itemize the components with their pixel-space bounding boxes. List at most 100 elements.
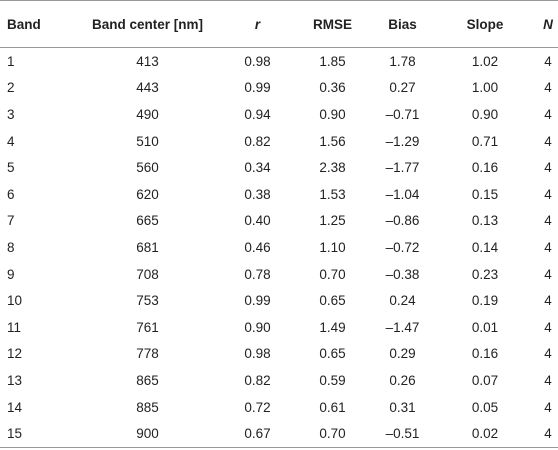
table-cell: 0.29 (389, 346, 416, 362)
table-cell: 900 (136, 426, 159, 442)
table-cell: 0.94 (244, 106, 271, 122)
table-cell: 4 (544, 399, 552, 415)
table-cell: 0.82 (244, 133, 271, 149)
table-cell: –1.77 (385, 160, 420, 176)
table-cell: 0.72 (244, 399, 271, 415)
table-cell: –0.51 (385, 426, 420, 442)
table-cell: 9 (7, 266, 15, 282)
header-cell: Band center [nm] (80, 0, 215, 48)
table-cell: 4 (544, 133, 552, 149)
table-cell: 4 (544, 80, 552, 96)
table-row: 12 778 0.98 0.65 0.29 0.16 4 (0, 341, 558, 368)
table-cell: 0.59 (319, 372, 346, 388)
table-cell: 0.46 (244, 239, 271, 255)
table-cell: 5 (7, 160, 15, 176)
table-cell: 1.56 (319, 133, 346, 149)
table-row: 1 413 0.98 1.85 1.78 1.02 4 (0, 48, 558, 75)
table-row: 4 510 0.82 1.56 –1.29 0.71 4 (0, 128, 558, 155)
table-row: 8 681 0.46 1.10 –0.72 0.14 4 (0, 234, 558, 261)
table-cell: 0.36 (319, 80, 346, 96)
header-cell: Bias (365, 0, 440, 48)
table-row: 11 761 0.90 1.49 –1.47 0.01 4 (0, 314, 558, 341)
table-cell: 0.19 (471, 293, 499, 309)
table-cell: 1.25 (319, 213, 346, 229)
table-cell: –0.86 (385, 213, 420, 229)
table-cell: 4 (544, 426, 552, 442)
table-cell: 0.40 (244, 213, 271, 229)
table-cell: 4 (544, 186, 552, 202)
table-cell: 10 (7, 293, 23, 309)
table-cell: 0.71 (471, 133, 499, 149)
table-cell: 15 (7, 426, 23, 442)
table-cell: 0.05 (471, 399, 499, 415)
table-cell: 0.78 (244, 266, 271, 282)
table-cell: 0.98 (244, 53, 271, 69)
table-cell: –1.04 (385, 186, 420, 202)
table-cell: 0.38 (244, 186, 271, 202)
table-cell: 0.24 (389, 293, 416, 309)
header-cell: Slope (440, 0, 530, 48)
table-cell: 4 (544, 372, 552, 388)
table-cell: 865 (136, 372, 159, 388)
table-cell: 413 (136, 53, 159, 69)
table-cell: 0.01 (471, 319, 499, 335)
table-cell: 681 (136, 239, 159, 255)
table-cell: 0.82 (244, 372, 271, 388)
table-cell: 0.70 (319, 266, 346, 282)
table-cell: –0.71 (385, 106, 420, 122)
table-cell: 4 (544, 106, 552, 122)
table-cell: 0.23 (471, 266, 499, 282)
table-cell: 13 (7, 372, 23, 388)
table-row: 7 665 0.40 1.25 –0.86 0.13 4 (0, 208, 558, 235)
table-cell: 7 (7, 213, 15, 229)
table-cell: 0.27 (389, 80, 416, 96)
table-cell: 1 (7, 53, 15, 69)
table-cell: 1.49 (319, 319, 346, 335)
table-cell: 1.00 (471, 80, 499, 96)
table-cell: 2 (7, 80, 15, 96)
table-cell: 0.99 (244, 293, 271, 309)
table-cell: –1.47 (385, 319, 420, 335)
table-row: 9 708 0.78 0.70 –0.38 0.23 4 (0, 261, 558, 288)
table-cell: 885 (136, 399, 159, 415)
table-header: Band Band center [nm] r RMSE Bias Slope N (0, 0, 558, 48)
table-cell: 490 (136, 106, 159, 122)
table-cell: 620 (136, 186, 159, 202)
table-cell: 4 (544, 213, 552, 229)
table-cell: 4 (544, 266, 552, 282)
table-cell: 510 (136, 133, 159, 149)
table-cell: 0.90 (319, 106, 346, 122)
table-cell: 3 (7, 106, 15, 122)
table-cell: 6 (7, 186, 15, 202)
table-cell: 1.78 (389, 53, 416, 69)
table-cell: 0.67 (244, 426, 271, 442)
table-row: 6 620 0.38 1.53 –1.04 0.15 4 (0, 181, 558, 208)
table-cell: 12 (7, 346, 23, 362)
table-cell: 4 (544, 293, 552, 309)
table-row: 2 443 0.99 0.36 0.27 1.00 4 (0, 75, 558, 102)
header-cell: Band (0, 0, 80, 48)
table-cell: 4 (544, 346, 552, 362)
table-cell: 0.65 (319, 346, 346, 362)
table-cell: 0.61 (319, 399, 346, 415)
table-cell: 560 (136, 160, 159, 176)
header-cell: r (215, 0, 300, 48)
table-cell: 0.07 (471, 372, 499, 388)
table-cell: 0.31 (389, 399, 416, 415)
table-row: 5 560 0.34 2.38 –1.77 0.16 4 (0, 154, 558, 181)
table-cell: 0.16 (471, 160, 499, 176)
table-cell: 8 (7, 239, 15, 255)
table-cell: –1.29 (385, 133, 420, 149)
table-cell: 443 (136, 80, 159, 96)
table-cell: 1.85 (319, 53, 346, 69)
table-cell: 0.26 (389, 372, 416, 388)
table-row: 3 490 0.94 0.90 –0.71 0.90 4 (0, 101, 558, 128)
table-cell: 0.98 (244, 346, 271, 362)
table-cell: 0.99 (244, 80, 271, 96)
table-row: 15 900 0.67 0.70 –0.51 0.02 4 (0, 420, 558, 447)
table-cell: 0.34 (244, 160, 271, 176)
table-cell: 4 (544, 160, 552, 176)
table-cell: 708 (136, 266, 159, 282)
